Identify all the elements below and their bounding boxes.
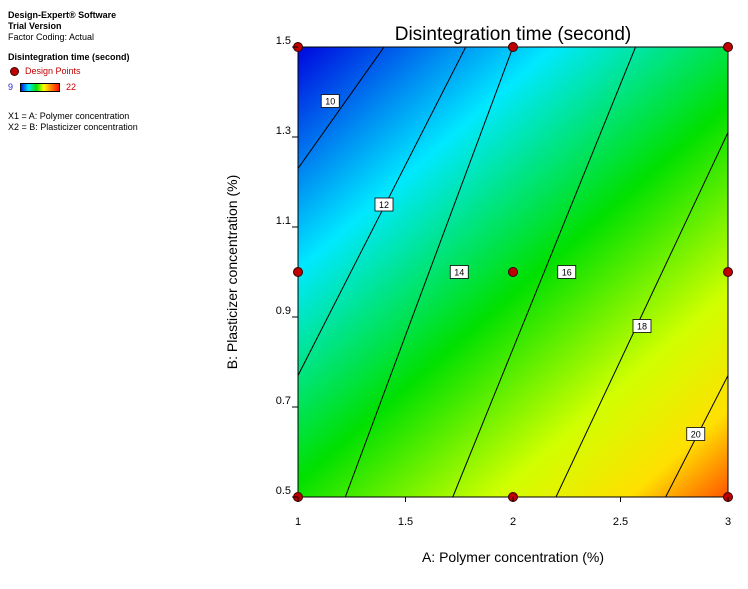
info-panel: Design-Expert® Software Trial Version Fa… [8,10,208,133]
contour-label-box [557,265,577,279]
contour-label-box [449,265,469,279]
contour-label: 14 [454,268,464,278]
x-tick-label: 1.5 [398,516,413,528]
scale-min: 9 [8,82,14,92]
y-tick-label: 0.9 [276,305,291,317]
contour-label-box [686,427,706,441]
design-points-legend: Design Points [8,66,208,77]
x-tick-label: 2 [510,516,516,528]
contour-line [298,47,385,169]
design-point [723,42,733,52]
x-axis-label: A: Polymer concentration (%) [422,549,604,565]
x2-definition: X2 = B: Plasticizer concentration [8,122,138,132]
y-tick-label: 1.5 [276,35,291,47]
design-point [723,267,733,277]
scale-max: 22 [66,82,77,92]
contour-label: 12 [379,200,389,210]
x1-definition: X1 = A: Polymer concentration [8,111,130,121]
contour-line [452,47,637,497]
y-tick-label: 1.1 [276,215,291,227]
contour-label: 16 [562,268,572,278]
contour-label-box [374,197,394,212]
contour-label: 18 [637,322,647,332]
y-tick-label: 0.7 [276,395,291,407]
design-point [508,42,518,52]
design-point [508,267,518,277]
color-scale: 9 22 [8,82,208,93]
software-name: Design-Expert® Software [8,10,117,20]
x-tick-label: 2.5 [613,516,628,528]
chart-title: Disintegration time (second) [395,24,632,45]
design-point [293,267,303,277]
version-label: Trial Version [8,21,62,31]
contour-line [555,132,728,497]
response-name: Disintegration time (second) [8,52,130,62]
contour-label: 10 [325,97,335,107]
y-tick-label: 0.5 [276,485,291,497]
color-gradient-bar [20,83,60,92]
contour-label-box [632,319,652,333]
contour-label: 20 [691,430,701,440]
design-point-dot-icon [10,67,19,76]
design-points-label: Design Points [25,66,81,76]
contour-label-box [320,94,340,108]
contour-line [344,47,514,497]
x-tick-label: 1 [295,516,301,528]
factor-coding: Factor Coding: Actual [8,32,95,42]
y-tick-label: 1.3 [276,125,291,137]
y-axis-label: B: Plasticizer concentration (%) [224,175,240,370]
x-tick-label: 3 [725,516,731,528]
